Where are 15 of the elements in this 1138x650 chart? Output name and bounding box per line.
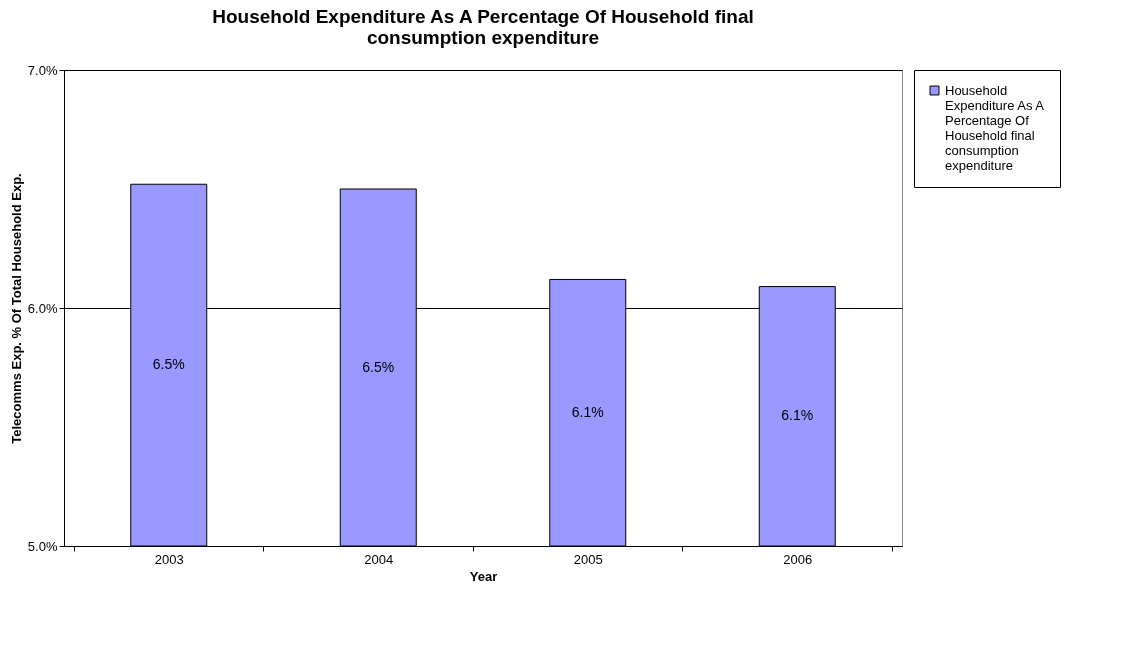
x-axis-title: Year [469, 568, 498, 584]
x-tick-label: 2003 [154, 551, 184, 567]
data-label: 6.5% [152, 356, 185, 373]
y-axis-title: Telecomms Exp. % Of Total Household Exp. [8, 173, 24, 444]
y-tick-label: 5.0% [27, 538, 58, 554]
legend-label: Household Expenditure As A Percentage Of Household final consumption expenditure [945, 82, 1045, 173]
y-tick-label: 6.0% [27, 300, 58, 316]
chart-title: Household Expenditure As A Percentage Of Household final consumption expenditure [212, 6, 754, 48]
x-tick-label: 2005 [573, 551, 603, 567]
data-label: 6.5% [362, 358, 395, 375]
y-tick-label: 7.0% [27, 62, 58, 78]
x-tick-label: 2004 [364, 551, 394, 567]
data-label: 6.1% [781, 407, 814, 424]
x-tick-label: 2006 [783, 551, 813, 567]
data-label: 6.1% [571, 403, 604, 420]
